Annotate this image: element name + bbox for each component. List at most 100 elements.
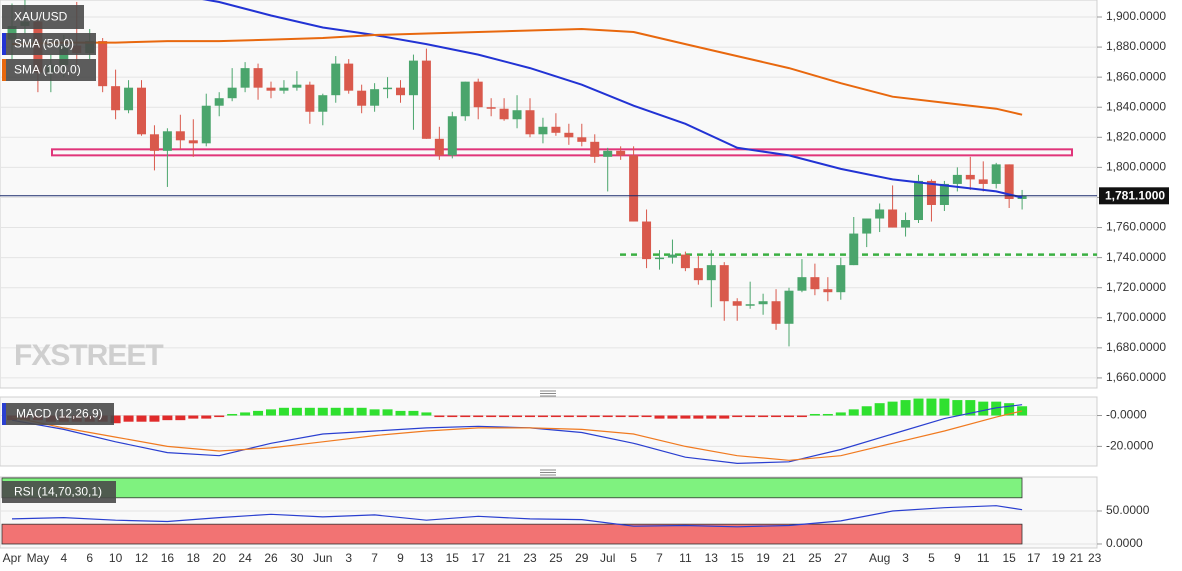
histogram-bar [421, 412, 432, 416]
panel-grip[interactable] [540, 390, 556, 476]
series-line [11, 27, 1023, 116]
histogram-bar [550, 415, 561, 418]
candle-body [253, 68, 263, 88]
candle-body [318, 95, 328, 112]
histogram-bar [317, 407, 328, 416]
candle-body [771, 301, 781, 324]
x-tick-label: 4 [60, 551, 67, 565]
histogram-bar [266, 409, 276, 416]
histogram-bar [201, 415, 212, 419]
x-tick-label: 25 [808, 551, 822, 565]
candle-body [266, 87, 276, 91]
x-tick-label: Apr [3, 551, 22, 565]
candle-body [383, 87, 393, 90]
y-tick-label: 1,880.0000 [1106, 39, 1166, 53]
histogram-bar [667, 415, 678, 419]
histogram-bar [926, 398, 937, 416]
candle-body [823, 289, 833, 293]
histogram-bar [654, 415, 665, 419]
histogram-bar [719, 415, 730, 419]
candle-body [875, 209, 885, 219]
histogram-bar [330, 407, 341, 416]
histogram-bar [162, 415, 173, 421]
candle-body [162, 131, 172, 151]
histogram-bar [460, 415, 471, 418]
candle-body [616, 150, 626, 156]
histogram-bar [965, 400, 976, 416]
histogram-bar [512, 415, 523, 418]
y-tick-label: 0.0000 [1106, 536, 1143, 550]
x-tick-label: 19 [1052, 551, 1066, 565]
legend-box [2, 33, 96, 55]
histogram-bar [615, 415, 626, 418]
histogram-bar [434, 415, 445, 418]
x-tick-label: 21 [1070, 551, 1084, 565]
rsi-zone [1, 477, 1023, 499]
candle-body [434, 138, 444, 156]
candle-body [810, 277, 820, 290]
histogram-bar [343, 407, 354, 416]
candle-body [538, 126, 548, 135]
y-tick-label: 50.0000 [1106, 503, 1150, 517]
candle-body [331, 63, 341, 96]
candle-body [447, 116, 457, 156]
histogram-bar [525, 415, 535, 418]
candle-body [240, 68, 250, 88]
y-tick-label: 1,860.0000 [1106, 69, 1166, 83]
histogram-bar [304, 407, 315, 416]
histogram-bar [110, 415, 121, 424]
y-tick-label: 1,700.0000 [1106, 310, 1166, 324]
histogram-bar [693, 415, 704, 419]
candle-body [111, 86, 121, 111]
histogram-bar [1004, 403, 1015, 416]
histogram-bar [628, 415, 639, 418]
candle-body [188, 140, 198, 144]
histogram-bar [149, 415, 160, 422]
candle-body [991, 164, 1001, 184]
histogram-bar [822, 413, 833, 416]
histogram-bar [447, 415, 458, 418]
candle-body [680, 254, 690, 269]
candle-body [978, 179, 988, 184]
x-tick-label: 5 [630, 551, 637, 565]
histogram-bar [473, 415, 484, 418]
x-tick-label: 5 [928, 551, 935, 565]
indicator-title: MACD (12,26,9) [16, 407, 103, 421]
x-tick-label: 11 [977, 551, 990, 565]
histogram-bar [188, 415, 199, 419]
candle-body [137, 87, 146, 135]
indicator-title: RSI (14,70,30,1) [14, 485, 102, 499]
series-line [11, 505, 1023, 528]
x-tick-label: Jul [600, 551, 615, 565]
x-tick-label: 19 [756, 551, 770, 565]
x-tick-label: 23 [1088, 551, 1102, 565]
candle-body [939, 183, 949, 205]
histogram-bar [602, 415, 613, 418]
legend-label: SMA (100,0) [14, 63, 81, 77]
candle-body [305, 84, 315, 112]
x-tick-label: 7 [371, 551, 378, 565]
histogram-bar [576, 415, 587, 418]
candle-body [227, 87, 237, 99]
x-tick-label: 10 [109, 551, 123, 565]
histogram-bar [680, 415, 691, 419]
y-tick-label: 1,840.0000 [1106, 99, 1166, 113]
candle-body [655, 257, 664, 260]
histogram-bar [900, 400, 911, 416]
x-tick-label: May [27, 551, 50, 565]
histogram-bar [563, 415, 574, 418]
candle-body [421, 60, 431, 139]
candle-body [888, 209, 898, 228]
candle-body [693, 268, 703, 281]
histogram-bar [913, 398, 924, 416]
candle-body [460, 81, 470, 117]
x-tick-label: 15 [446, 551, 460, 565]
candle-body [525, 110, 535, 135]
histogram-bar [291, 407, 302, 416]
x-tick-label: 17 [472, 551, 486, 565]
candle-body [926, 180, 936, 205]
candle-body [667, 254, 677, 258]
candle-body [149, 134, 159, 151]
x-tick-label: 16 [161, 551, 175, 565]
